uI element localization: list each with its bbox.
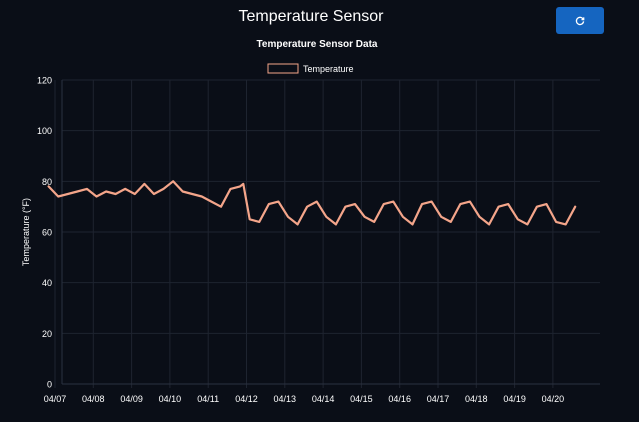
y-tick-label: 0	[47, 380, 52, 390]
y-tick-label: 80	[42, 177, 52, 187]
y-tick-label: 40	[42, 278, 52, 288]
y-tick-label: 60	[42, 228, 52, 238]
x-tick-label: 04/15	[350, 394, 373, 404]
x-tick-label: 04/20	[542, 394, 565, 404]
x-tick-label: 04/19	[503, 394, 526, 404]
x-tick-label: 04/07	[44, 394, 67, 404]
refresh-button[interactable]	[556, 7, 604, 34]
y-tick-label: 20	[42, 329, 52, 339]
chart-title: Temperature Sensor Data	[257, 39, 378, 50]
y-tick-label: 100	[37, 126, 52, 136]
x-tick-label: 04/10	[159, 394, 182, 404]
x-tick-label: 04/18	[465, 394, 488, 404]
x-tick-label: 04/16	[388, 394, 411, 404]
x-tick-label: 04/08	[82, 394, 105, 404]
y-tick-label: 120	[37, 76, 52, 86]
series-line-temperature	[47, 180, 577, 226]
legend-swatch	[267, 63, 299, 74]
x-tick-label: 04/09	[120, 394, 143, 404]
x-tick-label: 04/17	[427, 394, 450, 404]
legend-label: Temperature	[303, 64, 354, 74]
app-title: Temperature Sensor	[238, 8, 384, 25]
y-axis-label: Temperature (°F)	[21, 198, 31, 266]
refresh-icon	[575, 16, 585, 25]
legend[interactable]: Temperature	[267, 63, 354, 74]
x-tick-label: 04/12	[235, 394, 258, 404]
x-tick-label: 04/13	[274, 394, 297, 404]
x-tick-label: 04/14	[312, 394, 335, 404]
x-tick-label: 04/11	[197, 394, 219, 404]
